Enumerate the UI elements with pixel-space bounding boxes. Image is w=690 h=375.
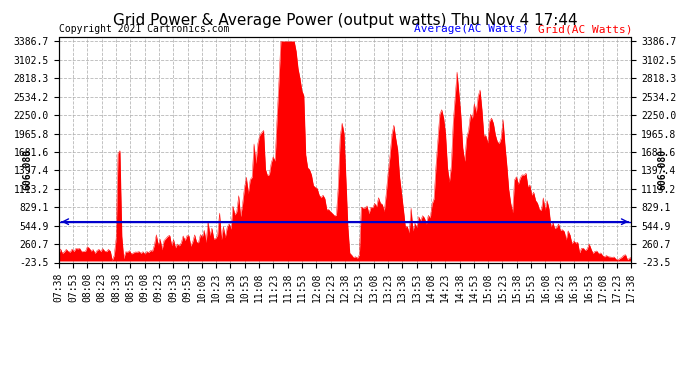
Text: Copyright 2021 Cartronics.com: Copyright 2021 Cartronics.com [59, 24, 229, 34]
Text: Grid(AC Watts): Grid(AC Watts) [538, 24, 633, 34]
Text: Average(AC Watts): Average(AC Watts) [414, 24, 529, 34]
Text: 606.080: 606.080 [22, 148, 32, 190]
Text: 606.080: 606.080 [658, 148, 668, 190]
Text: Grid Power & Average Power (output watts) Thu Nov 4 17:44: Grid Power & Average Power (output watts… [112, 13, 578, 28]
